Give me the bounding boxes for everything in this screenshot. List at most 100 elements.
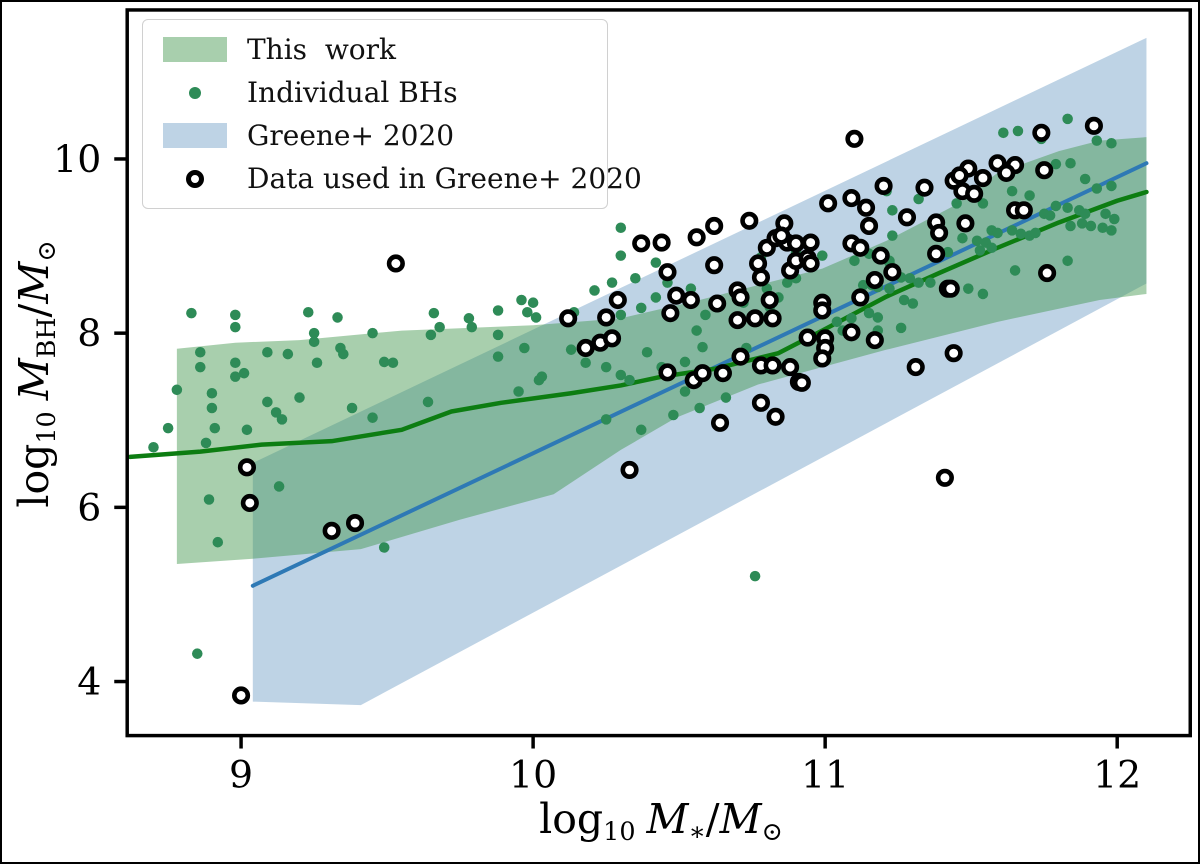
individual-bh-point xyxy=(884,283,895,294)
individual-bh-point xyxy=(492,305,504,316)
greene-data-point xyxy=(813,349,832,368)
individual-bh-point xyxy=(308,327,320,339)
greene-data-point xyxy=(731,288,750,307)
individual-bh-point xyxy=(857,279,869,291)
y-tick-label: 4 xyxy=(77,659,101,703)
individual-bh-point xyxy=(863,307,875,319)
individual-bh-point xyxy=(615,309,627,321)
individual-bh-point xyxy=(694,402,705,414)
individual-bh-point xyxy=(338,348,349,360)
individual-bh-point xyxy=(238,367,250,379)
individual-bh-point xyxy=(679,356,691,368)
greene-data-point xyxy=(746,309,765,328)
individual-bh-point xyxy=(781,277,793,288)
individual-bh-point xyxy=(615,369,627,381)
greene-data-point xyxy=(240,493,259,513)
individual-bh-point xyxy=(492,351,504,362)
greene-data-point xyxy=(731,347,750,366)
individual-bh-point xyxy=(230,371,241,382)
greene-data-ring-icon xyxy=(186,169,204,188)
greene-data-point xyxy=(813,301,832,320)
individual-bh-point xyxy=(1076,218,1088,229)
individual-bh-point xyxy=(294,392,305,403)
individual-bh-point xyxy=(492,329,504,341)
individual-bh-point xyxy=(697,341,708,353)
greene-data-point xyxy=(667,286,686,305)
greene-data-point xyxy=(997,163,1016,182)
individual-bh-point xyxy=(206,402,218,414)
x-label-log: log xyxy=(539,795,604,843)
legend-row-this-work: This work xyxy=(143,33,607,67)
y-label-log: log xyxy=(10,443,58,508)
y-label-log-sub: 10 xyxy=(31,411,62,444)
individual-bh-point xyxy=(200,437,212,449)
greene-data-point xyxy=(705,216,724,236)
y-tick-label: 8 xyxy=(77,311,101,355)
individual-bh-point xyxy=(971,235,983,247)
individual-bh-point xyxy=(230,309,241,321)
individual-bh-point xyxy=(519,342,530,354)
axes-frame xyxy=(125,8,1192,738)
individual-bh-point xyxy=(992,227,1003,239)
greene-data-point xyxy=(851,238,870,257)
greene-data-point xyxy=(602,329,622,348)
legend-label: This work xyxy=(247,33,397,66)
greene-data-point xyxy=(871,246,890,265)
individual-bh-point xyxy=(466,321,478,333)
individual-bh-point xyxy=(1024,190,1035,201)
legend-row-greene-data: Data used in Greene+ 2020 xyxy=(143,162,642,196)
greene-data-point xyxy=(766,407,785,426)
greene-data-point xyxy=(786,234,806,253)
x-label-mass-symbol: M xyxy=(646,795,689,843)
legend-marker-cell xyxy=(143,123,247,148)
individual-bh-point xyxy=(898,294,910,306)
individual-bh-point xyxy=(887,230,898,241)
individual-bh-point xyxy=(685,283,697,294)
greene-data-point xyxy=(237,458,257,477)
greene-data-point xyxy=(708,294,727,313)
greene-data-point xyxy=(798,328,817,347)
individual-bh-point xyxy=(1091,183,1103,194)
individual-bh-point xyxy=(668,409,679,421)
x-axis-label: log10 M∗/M⊙ xyxy=(127,795,1195,847)
greene-data-point xyxy=(801,233,820,252)
individual-bh-point xyxy=(1079,208,1091,220)
individual-bh-point xyxy=(273,481,285,492)
individual-bh-point xyxy=(615,250,627,261)
x-tick-label: 11 xyxy=(801,752,849,796)
individual-bh-point xyxy=(1015,228,1027,240)
individual-bh-point xyxy=(527,297,539,308)
individual-bh-point xyxy=(186,307,197,319)
individual-bh-point xyxy=(691,325,702,336)
greene-data-point xyxy=(915,178,934,197)
x-label-sun-sub: ⊙ xyxy=(761,816,783,847)
individual-bh-point xyxy=(1079,173,1091,185)
individual-bh-point xyxy=(378,356,390,368)
greene-data-point xyxy=(1084,116,1103,135)
greene-data-point xyxy=(842,323,861,342)
greene-data-point xyxy=(897,208,917,227)
individual-bh-point xyxy=(262,346,273,358)
individual-bh-dot-icon xyxy=(189,86,201,99)
greene-data-point xyxy=(687,228,706,247)
individual-bh-point xyxy=(887,205,898,216)
greene-data-point xyxy=(874,176,893,196)
individual-bh-point xyxy=(925,277,936,288)
individual-bh-point xyxy=(332,312,343,323)
greene-data-point xyxy=(322,521,341,540)
individual-bh-point xyxy=(162,422,174,434)
greene-data-point xyxy=(705,256,724,275)
individual-bh-point xyxy=(650,257,662,268)
greene-data-point xyxy=(386,254,405,273)
this-work-band-swatch xyxy=(163,37,227,62)
greene-data-point xyxy=(597,308,616,327)
individual-bh-point xyxy=(974,245,986,256)
individual-bh-point xyxy=(206,388,218,399)
legend-row-greene-2020: Greene+ 2020 xyxy=(143,119,607,153)
individual-bh-point xyxy=(650,292,662,303)
individual-bh-point xyxy=(600,414,612,425)
individual-bh-point xyxy=(1012,125,1024,137)
legend: This work Individual BHs Greene+ 2020 Da… xyxy=(142,19,642,209)
individual-bh-point xyxy=(1030,227,1041,239)
legend-label: Data used in Greene+ 2020 xyxy=(247,162,642,195)
